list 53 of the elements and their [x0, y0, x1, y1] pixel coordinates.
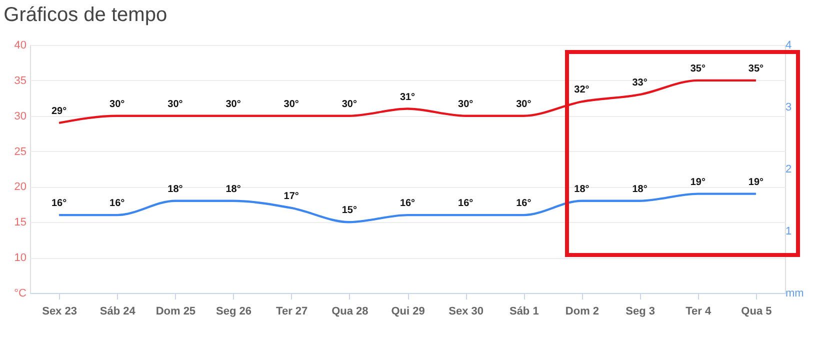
- data-label: 32°: [574, 84, 590, 96]
- x-tick-label: Sex 23: [42, 306, 77, 318]
- y-tick-label: 35: [14, 74, 26, 87]
- y2-tick-label: 2: [786, 164, 792, 176]
- y-tick-label: 30: [14, 110, 26, 122]
- x-tick-label: Sáb 24: [100, 306, 136, 318]
- data-label: 19°: [690, 176, 706, 188]
- data-label: 30°: [342, 98, 357, 110]
- data-label: 35°: [690, 63, 706, 74]
- y2-tick-label: 4: [786, 40, 792, 52]
- x-tick-label: Qui 29: [391, 306, 425, 318]
- y2-tick-label: 1: [786, 226, 792, 238]
- y-tick-label: °C: [14, 288, 27, 300]
- y-tick-label: 40: [14, 40, 26, 52]
- y-tick-label: 10: [14, 252, 26, 264]
- data-label: 30°: [458, 98, 474, 110]
- data-label: 16°: [51, 198, 67, 210]
- y2-tick-label: 3: [786, 102, 792, 114]
- data-label: 18°: [574, 184, 590, 195]
- x-tick-label: Seg 26: [216, 306, 252, 318]
- x-tick-label: Ter 27: [276, 306, 308, 318]
- data-label: 15°: [342, 205, 357, 216]
- data-label: 18°: [226, 184, 241, 195]
- data-label: 29°: [51, 106, 67, 117]
- data-label: 30°: [516, 98, 532, 110]
- data-label: 30°: [284, 98, 299, 110]
- data-label: 33°: [632, 78, 648, 89]
- x-tick-label: Dom 2: [565, 306, 600, 318]
- data-label: 35°: [748, 63, 764, 74]
- chart-title: Gráficos de tempo: [4, 4, 168, 26]
- data-label: 30°: [226, 98, 241, 110]
- data-label: 30°: [168, 98, 183, 110]
- y-tick-label: 15: [14, 216, 26, 229]
- y-tick-label: 20: [14, 181, 26, 194]
- data-label: 16°: [400, 198, 416, 210]
- x-tick-label: Sex 30: [448, 306, 484, 318]
- data-label: 18°: [168, 184, 183, 195]
- x-tick-label: Qua 5: [741, 306, 772, 318]
- y2-tick-label: mm: [786, 288, 804, 300]
- x-tick-label: Sáb 1: [509, 306, 539, 318]
- data-label: 16°: [516, 198, 532, 210]
- data-label: 18°: [632, 184, 648, 195]
- x-tick-label: Ter 4: [686, 306, 712, 318]
- data-label: 16°: [458, 198, 474, 210]
- x-tick-label: Qua 28: [332, 306, 368, 318]
- data-label: 17°: [284, 190, 299, 202]
- x-tick-label: Seg 3: [626, 306, 655, 318]
- data-label: 16°: [110, 198, 125, 210]
- data-label: 30°: [110, 98, 125, 110]
- data-label: 19°: [748, 176, 764, 188]
- y-tick-label: 25: [14, 146, 26, 158]
- data-label: 31°: [400, 92, 416, 103]
- x-tick-label: Dom 25: [156, 306, 196, 318]
